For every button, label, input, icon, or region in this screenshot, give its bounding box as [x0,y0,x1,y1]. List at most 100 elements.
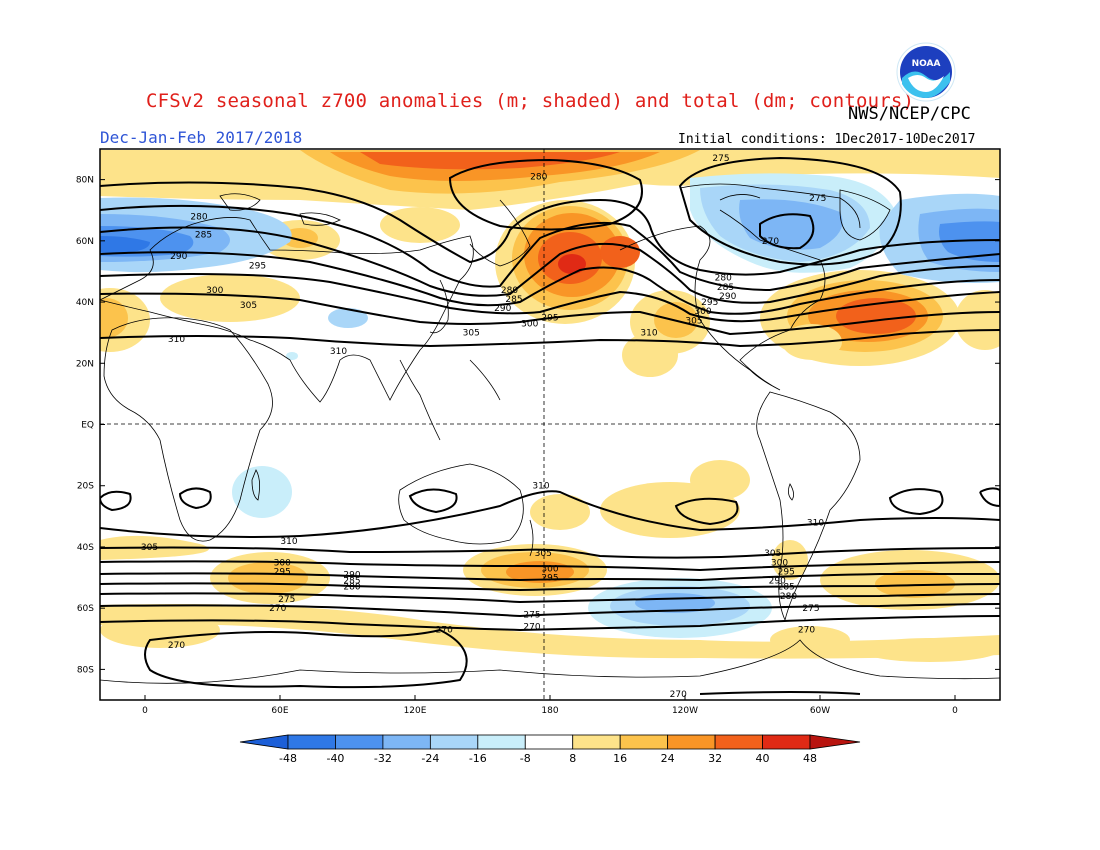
contour-label: 305 [764,549,781,559]
contour-label: 295 [701,298,718,308]
lat-tick-label: 40S [77,543,94,553]
lon-tick-label: 120W [672,706,698,716]
lon-tick-label: 60E [271,706,288,716]
contour-label: 295 [274,567,291,577]
colorbar-box [714,734,763,750]
colorbar-box [524,734,574,750]
colorbar-tick-label: 24 [661,752,675,765]
contour-label: 310 [532,482,549,492]
colorbar-box [619,734,669,750]
contour-label: 300 [771,558,788,568]
contour-label: 270 [436,626,453,636]
colorbar-max-arrow [809,734,861,750]
contour-label: 290 [170,252,187,262]
period-label: Dec-Jan-Feb 2017/2018 [100,128,303,147]
colorbar-tick-label: -24 [421,752,439,765]
colorbar-box [667,734,716,750]
contour-label: 270 [762,237,779,247]
colorbar-box [287,734,336,750]
colorbar: -48 -40 -32 -24 -16 -8 8 16 24 32 40 48 [239,734,861,765]
colorbar-tick-label: -8 [520,752,531,765]
contour-label: 275 [802,604,819,614]
contour-label: 295 [541,574,558,584]
lat-tick-label: 60N [76,237,94,247]
noaa-logo: NOAA [896,42,956,102]
contour-label: 275 [809,194,826,204]
contour-label: 305 [535,549,552,559]
contour-label: 290 [719,292,736,302]
contour-label: 280 [343,583,360,593]
lon-tick-label: 120E [404,706,427,716]
colorbar-tick-label: 32 [708,752,722,765]
contour-label: 280 [530,173,547,183]
initial-conditions-label: Initial conditions: 1Dec2017-10Dec2017 [678,132,976,147]
contour-label: 275 [523,610,540,620]
agency-label: NWS/NCEP/CPC [848,104,971,124]
contour-label: 285 [717,283,734,293]
lon-tick-label: 0 [142,706,148,716]
contour-labels: 2802752752702802852902953003053103102802… [141,154,826,700]
contour-label: 280 [501,286,518,296]
contour-label: 270 [269,604,286,614]
contour-label: 275 [278,595,295,605]
colorbar-box [382,734,431,750]
colorbar-box [335,734,384,750]
lon-tick-label: 180 [541,706,558,716]
colorbar-tick-label: -16 [469,752,487,765]
contour-label: 310 [280,537,297,547]
contour-label: 310 [807,518,824,528]
colorbar-tick-label: -48 [279,752,297,765]
contour-label: 305 [463,329,480,339]
colorbar-min-arrow [239,734,289,750]
lat-tick-label: 80N [76,176,94,186]
contour-label: 275 [712,154,729,164]
height-contours [100,156,1000,695]
colorbar-tick-label: 16 [613,752,627,765]
contour-label: 280 [780,592,797,602]
contour-label: 295 [249,261,266,271]
contour-label: 300 [274,558,291,568]
colorbar-tick-label: 48 [803,752,817,765]
contour-label: 285 [778,583,795,593]
longitude-axis: 0 60E 120E 180 120W 60W 0 [142,695,958,716]
colorbar-box [762,734,811,750]
contour-label: 290 [494,304,511,314]
colorbar-tick-label: 40 [756,752,770,765]
contour-label: 305 [685,316,702,326]
lat-tick-label: 80S [77,665,94,675]
contour-label: 300 [521,319,538,329]
lat-tick-label: 40N [76,298,94,308]
colorbar-box [477,734,526,750]
colorbar-box [429,734,479,750]
contour-label: 270 [523,623,540,633]
latitude-axis: 80N 60N 40N 20N EQ 20S 40S 60S 80S [76,176,1000,675]
contour-label: 305 [240,301,257,311]
contour-label: 280 [190,212,207,222]
contour-label: 310 [640,329,657,339]
contour-label: 300 [206,286,223,296]
chart-title: CFSv2 seasonal z700 anomalies (m; shaded… [146,90,915,112]
contour-label: 295 [778,567,795,577]
contour-label: 280 [715,274,732,284]
lat-tick-label: 20N [76,359,94,369]
contour-label: 310 [330,347,347,357]
contour-label: 300 [541,564,558,574]
contour-label: 300 [694,307,711,317]
contour-label: 285 [343,577,360,587]
contour-label: 270 [798,626,815,636]
colorbar-box [572,734,621,750]
contour-label: 305 [141,543,158,553]
lon-tick-label: 60W [810,706,830,716]
contour-label: 270 [168,641,185,651]
contour-label: 295 [541,313,558,323]
colorbar-tick-label: -40 [326,752,344,765]
contour-label: 285 [195,231,212,241]
contour-label: 270 [670,690,687,700]
lat-tick-label: 60S [77,604,94,614]
contour-label: 285 [505,295,522,305]
colorbar-tick-label: -32 [374,752,392,765]
lon-tick-label: 0 [952,706,958,716]
contour-label: 290 [769,577,786,587]
lat-tick-label: 20S [77,482,94,492]
